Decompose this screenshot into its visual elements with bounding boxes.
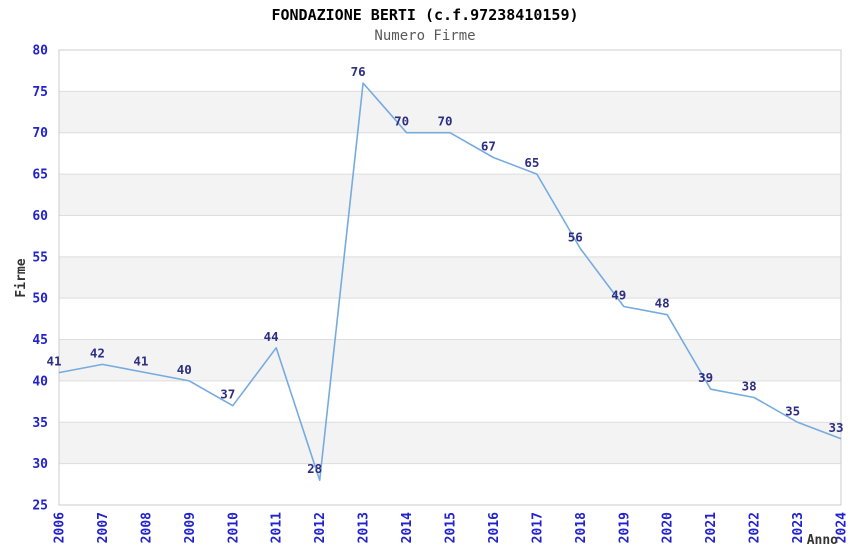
y-tick-label: 40 xyxy=(32,374,48,389)
x-tick-label: 2011 xyxy=(270,512,285,543)
x-axis-tick-labels: 2006 2007 2008 2009 2010 2011 2012 2013 2014 2015… xyxy=(53,512,850,543)
data-point-label: 67 xyxy=(481,139,496,154)
data-point-label: 37 xyxy=(220,387,235,402)
x-tick-label: 2015 xyxy=(444,512,459,543)
y-tick-label: 35 xyxy=(32,416,48,431)
x-tick-label: 2010 xyxy=(226,512,241,543)
data-point-label: 76 xyxy=(351,64,366,79)
plot-band xyxy=(59,132,841,175)
x-tick-label: 2016 xyxy=(487,512,502,543)
data-labels: 41 42 41 40 37 44 28 76 70 70 67 65 56 49 48 39 38 35 33 xyxy=(46,64,843,476)
x-tick-label: 2006 xyxy=(53,512,68,543)
y-tick-label: 65 xyxy=(32,168,48,183)
y-axis-tick-labels: 25 30 35 40 45 50 55 60 65 70 75 80 xyxy=(32,44,48,514)
chart-title: FONDAZIONE BERTI (c.f.97238410159) xyxy=(271,6,578,24)
y-tick-label: 60 xyxy=(32,209,48,224)
y-tick-label: 80 xyxy=(32,44,48,59)
plot-band xyxy=(59,339,841,381)
y-tick-label: 45 xyxy=(32,333,48,348)
y-tick-label: 25 xyxy=(32,499,48,514)
gridlines xyxy=(59,90,841,465)
data-series xyxy=(58,82,842,482)
x-tick-label: 2024 xyxy=(835,512,850,543)
x-tick-label: 2023 xyxy=(791,512,806,543)
x-axis-title: Anno xyxy=(807,533,838,548)
data-point-label: 28 xyxy=(307,461,322,476)
plot-band xyxy=(59,174,841,216)
data-point-label: 48 xyxy=(655,296,670,311)
plot-band xyxy=(59,380,841,423)
data-point-label: 42 xyxy=(90,345,105,360)
data-point-label: 70 xyxy=(437,114,452,129)
x-tick-label: 2008 xyxy=(139,512,154,543)
y-tick-label: 50 xyxy=(32,292,48,307)
data-point-label: 40 xyxy=(177,362,192,377)
data-point-label: 49 xyxy=(611,288,626,303)
data-point-label: 56 xyxy=(568,230,583,245)
x-tick-label: 2017 xyxy=(530,512,545,543)
x-tick-label: 2020 xyxy=(661,512,676,543)
y-tick-label: 30 xyxy=(32,457,48,472)
data-point-label: 33 xyxy=(828,420,843,435)
y-axis-title: Firme xyxy=(14,258,29,297)
data-point-label: 38 xyxy=(742,379,757,394)
chart-subtitle: Numero Firme xyxy=(374,28,475,44)
plot-band xyxy=(59,422,841,464)
series-line xyxy=(58,82,842,482)
data-point-label: 70 xyxy=(394,114,409,129)
x-tick-label: 2021 xyxy=(704,512,719,543)
plot-border xyxy=(58,49,842,506)
x-tick-label: 2022 xyxy=(748,512,763,543)
x-tick-label: 2019 xyxy=(617,512,632,543)
plot-band xyxy=(59,215,841,257)
x-tick-label: 2012 xyxy=(313,512,328,543)
y-tick-label: 55 xyxy=(32,250,48,265)
x-tick-label: 2013 xyxy=(357,512,372,543)
plot-bands xyxy=(59,50,841,505)
plot-band xyxy=(59,256,841,299)
x-tick-label: 2018 xyxy=(574,512,589,543)
data-point-label: 35 xyxy=(785,403,800,418)
y-tick-label: 70 xyxy=(32,126,48,141)
x-tick-label: 2009 xyxy=(183,512,198,543)
data-point-label: 41 xyxy=(46,354,61,369)
data-point-label: 41 xyxy=(133,354,148,369)
data-point-label: 65 xyxy=(524,155,539,170)
plot-band xyxy=(59,91,841,133)
plot-band xyxy=(59,463,841,505)
data-point-label: 39 xyxy=(698,370,713,385)
plot-band xyxy=(59,298,841,340)
x-tick-label: 2007 xyxy=(96,512,111,543)
data-point-label: 44 xyxy=(264,329,279,344)
x-tick-label: 2014 xyxy=(400,512,415,543)
y-tick-label: 75 xyxy=(32,85,48,100)
plot-band xyxy=(59,50,841,92)
